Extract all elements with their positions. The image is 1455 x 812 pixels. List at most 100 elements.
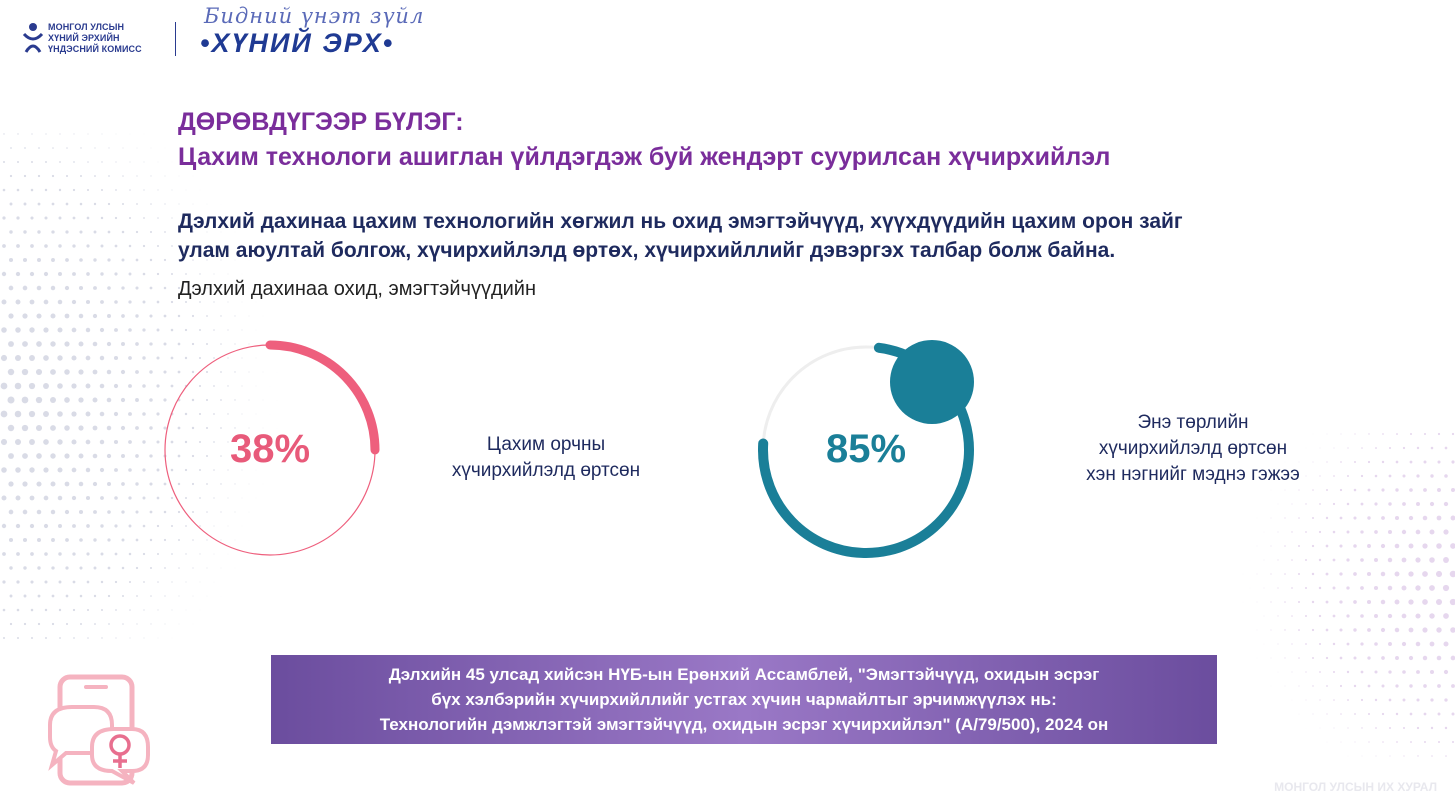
decor-dot (1389, 727, 1391, 729)
ring-1-progress-arc (265, 340, 380, 455)
decor-dot (142, 244, 146, 248)
decor-dot (1444, 726, 1448, 730)
decor-dot (71, 383, 77, 389)
decor-dot (136, 595, 138, 597)
decor-dot (1443, 557, 1449, 563)
decor-dot (94, 147, 96, 149)
org-name-line-3: ҮНДЭСНИЙ КОМИСС (48, 44, 142, 54)
decor-dot (50, 397, 56, 403)
decor-dot (51, 594, 55, 598)
decor-dot (100, 552, 104, 556)
decor-dot (142, 412, 146, 416)
decor-dot (1305, 615, 1307, 617)
decor-dot (135, 398, 139, 402)
decor-dot (115, 637, 117, 639)
decor-dot (45, 133, 47, 135)
decor-dot (22, 257, 28, 263)
decor-dot (135, 510, 139, 514)
decor-dot (122, 175, 124, 177)
decor-dot (1311, 628, 1315, 632)
decor-dot (23, 594, 27, 598)
stat-2-label: Энэ төрлийн хүчирхийлэлд өртсөн хэн нэгн… (1040, 410, 1346, 488)
stat-ring-1 (164, 340, 380, 556)
decor-dot (93, 230, 97, 234)
decor-dot (1360, 670, 1364, 674)
decor-dot (213, 273, 215, 275)
decor-dot (101, 133, 103, 135)
decor-dot (93, 594, 97, 598)
decor-dot (44, 188, 48, 192)
decor-dot (1381, 516, 1385, 520)
decor-dot (14, 438, 22, 446)
source-line-3: Технологийн дэмжлэгтэй эмэгтэйчүүд, охид… (379, 715, 1109, 734)
decor-dot (1326, 741, 1328, 743)
decor-dot (22, 509, 28, 515)
decor-dot (143, 581, 145, 583)
decor-dot (150, 147, 152, 149)
decor-dot (1424, 741, 1426, 743)
decor-dot (192, 595, 194, 597)
decor-dot (107, 538, 111, 542)
decor-dot (3, 637, 5, 639)
decor-dot (92, 341, 98, 347)
decor-dot (101, 161, 103, 163)
decor-dot (8, 313, 14, 319)
decor-dot (1332, 614, 1336, 618)
decor-dot (128, 524, 132, 528)
decor-dot (107, 566, 111, 570)
decor-dot (64, 509, 70, 515)
decor-dot (8, 285, 14, 291)
decor-dot (66, 147, 68, 149)
decor-dot (29, 467, 35, 473)
org-name-line-1: МОНГОЛ УЛСЫН (48, 22, 125, 32)
decor-dot (72, 216, 76, 220)
decor-dot (59, 133, 61, 135)
decor-dot (79, 202, 83, 206)
decor-dot (50, 453, 56, 459)
decor-dot (1353, 488, 1357, 492)
decor-dot (121, 482, 125, 486)
decor-dot (135, 566, 139, 570)
decor-dot (16, 188, 20, 192)
decor-dot (85, 299, 91, 305)
decor-dot (72, 580, 76, 584)
decor-dot (24, 147, 26, 149)
decor-dot (1291, 671, 1293, 673)
decor-dot (9, 202, 13, 206)
decor-dot (1291, 615, 1293, 617)
decor-dot (37, 566, 41, 570)
decor-dot (121, 286, 125, 290)
decor-dot (142, 328, 146, 332)
decor-dot (106, 453, 112, 459)
decor-dot (51, 202, 55, 206)
decor-dot (1347, 447, 1349, 449)
decor-dot (1360, 502, 1364, 506)
decor-dot (1, 523, 7, 529)
decor-dot (1325, 516, 1329, 520)
decor-dot (57, 271, 63, 277)
decor-dot (0, 354, 8, 362)
decor-dot (1402, 446, 1406, 450)
decor-dot (135, 370, 139, 374)
decor-dot (1277, 503, 1279, 505)
decor-dot (31, 161, 33, 163)
decor-dot (1416, 446, 1420, 450)
decor-dot (1382, 433, 1384, 435)
decor-dot (115, 133, 117, 135)
decor-dot (1380, 543, 1386, 549)
decor-dot (64, 425, 70, 431)
decor-dot (1394, 599, 1400, 605)
decor-dot (199, 581, 201, 583)
stat-2-label-line-1: Энэ төрлийн (1137, 412, 1249, 433)
decor-dot (171, 581, 173, 583)
decor-dot (1256, 545, 1258, 547)
decor-dot (121, 230, 125, 234)
decor-dot (1319, 671, 1321, 673)
decor-dot (1339, 544, 1343, 548)
decor-dot (128, 580, 132, 584)
decor-dot (122, 147, 124, 149)
decor-dot (1445, 755, 1447, 757)
decor-dot (1423, 460, 1427, 464)
decor-dot (1409, 488, 1413, 492)
decor-dot (17, 133, 19, 135)
